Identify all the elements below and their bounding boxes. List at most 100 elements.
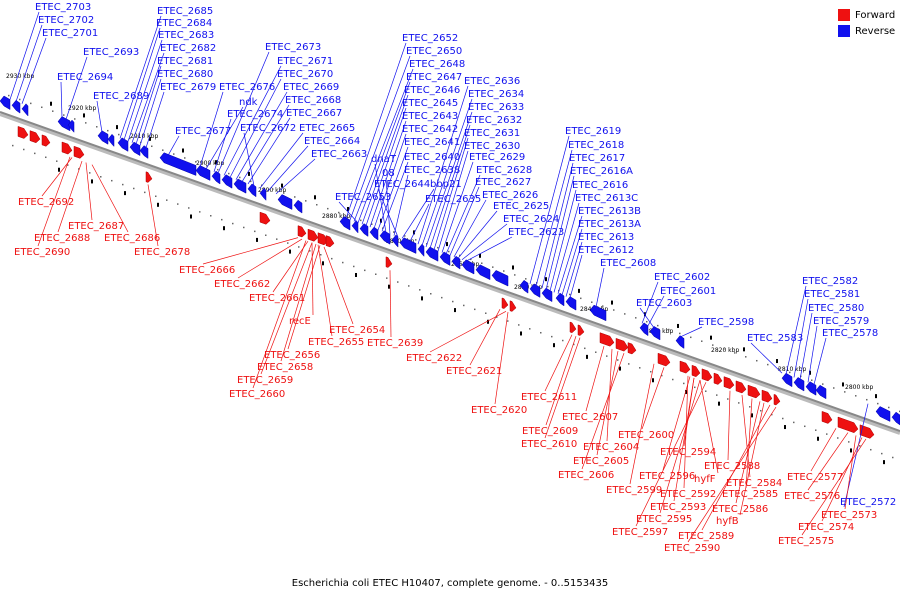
reverse-leader-line — [561, 228, 583, 296]
major-tick — [322, 261, 324, 266]
minor-tick — [701, 340, 703, 342]
minor-tick — [177, 203, 179, 205]
forward-leader-line — [545, 336, 577, 426]
forward-gene-label: ETEC_2586 — [712, 504, 768, 515]
forward-gene-label: ETEC_2654 — [329, 325, 385, 336]
reverse-gene-label: ETEC_2693 — [83, 47, 139, 58]
minor-tick — [419, 289, 421, 291]
minor-tick — [679, 332, 681, 335]
minor-tick — [30, 102, 32, 105]
minor-tick — [133, 187, 135, 190]
minor-tick — [74, 118, 76, 120]
minor-tick — [595, 351, 597, 353]
forward-gene-arrow — [385, 256, 393, 268]
minor-tick — [144, 191, 146, 194]
forward-leader-line — [37, 156, 71, 247]
minor-tick — [749, 406, 751, 408]
minor-tick — [305, 200, 307, 202]
forward-gene-label: ETEC_2575 — [778, 536, 834, 547]
minor-tick — [349, 215, 351, 218]
reverse-gene-label: ETEC_2635 — [425, 194, 481, 205]
forward-gene-arrow — [713, 372, 723, 385]
forward-gene-label: ETEC_2594 — [660, 447, 716, 458]
reverse-gene-arrow — [639, 322, 649, 337]
ruler-label: 2800 kbp — [845, 384, 873, 391]
reverse-gene-label: ETEC_2674 — [227, 109, 283, 120]
forward-gene-arrow — [259, 211, 271, 225]
forward-gene-label: ETEC_2595 — [636, 514, 692, 525]
backbone-shadow — [0, 112, 900, 435]
major-tick — [784, 425, 786, 430]
reverse-leader-line — [369, 120, 407, 228]
forward-gene-label: ETEC_2639 — [367, 338, 423, 349]
reverse-gene-label: ETEC_2642 — [402, 124, 458, 135]
minor-tick — [811, 379, 813, 381]
forward-gene-label: ETEC_2589 — [678, 531, 734, 542]
minor-tick — [338, 211, 340, 214]
forward-gene-label: ETEC_2588 — [704, 461, 760, 472]
reverse-leader-line — [421, 98, 473, 246]
forward-gene-label: ETEC_2662 — [214, 279, 270, 290]
reverse-gene-label: ETEC_2667 — [286, 108, 342, 119]
minor-tick — [430, 292, 432, 295]
reverse-gene-arrow — [259, 187, 267, 201]
forward-swatch — [838, 9, 850, 21]
minor-tick — [56, 160, 58, 162]
forward-leader-line — [844, 435, 857, 510]
minor-tick — [540, 331, 542, 334]
label-leaders — [9, 11, 869, 543]
reverse-gene-arrow — [117, 137, 129, 152]
minor-tick — [287, 242, 289, 244]
forward-gene-arrow — [735, 380, 747, 394]
minor-tick — [529, 328, 531, 330]
reverse-gene-label: ETEC_2647 — [406, 72, 462, 83]
forward-leader-line — [810, 428, 837, 472]
minor-tick — [463, 304, 465, 307]
forward-gene-arrow — [577, 324, 585, 336]
forward-leader-line — [596, 350, 619, 456]
forward-gene-arrow — [627, 342, 637, 355]
minor-tick — [52, 110, 54, 112]
reverse-gene-arrow — [451, 255, 461, 270]
reverse-gene-label: ETEC_2648 — [409, 59, 465, 70]
forward-gene-label: ETEC_2596 — [639, 471, 695, 482]
forward-gene-label: ETEC_2666 — [179, 265, 235, 276]
forward-gene-label: ETEC_2655 — [308, 337, 364, 348]
forward-gene-label: ETEC_2686 — [104, 233, 160, 244]
major-tick — [157, 202, 159, 207]
reverse-leader-line — [813, 337, 827, 385]
reverse-gene-label: ETEC_2665 — [299, 123, 355, 134]
reverse-gene-arrow — [891, 411, 900, 426]
reverse-gene-label: ETEC_2638 — [404, 165, 460, 176]
reverse-gene-label: ETEC_2598 — [698, 317, 754, 328]
reverse-leader-line — [541, 162, 574, 289]
minor-tick — [551, 335, 553, 338]
reverse-gene-label: ETEC_2679 — [160, 82, 216, 93]
reverse-gene-arrow — [875, 406, 891, 422]
major-tick — [619, 366, 621, 371]
reverse-leader-line — [365, 107, 407, 226]
reverse-gene-label: ETEC_2630 — [464, 141, 520, 152]
reverse-leader-line — [267, 145, 309, 192]
reverse-gene-label: ETEC_2684 — [156, 18, 212, 29]
minor-tick — [712, 344, 714, 346]
reverse-gene-label: ETEC_2578 — [822, 328, 878, 339]
forward-gene-arrow — [501, 297, 509, 309]
reverse-leader-line — [345, 42, 407, 219]
minor-tick — [221, 218, 223, 221]
forward-gene-arrow — [307, 228, 319, 242]
forward-gene-label: ETEC_2660 — [229, 389, 285, 400]
reverse-gene-arrow — [793, 377, 805, 392]
reverse-gene-label: ETEC_2653 — [335, 192, 391, 203]
reverse-leader-line — [377, 188, 399, 238]
reverse-gene-arrow — [541, 287, 553, 303]
reverse-gene-arrow — [339, 216, 351, 231]
reverse-gene-arrow — [21, 103, 29, 117]
minor-tick — [195, 161, 197, 163]
reverse-leader-line — [357, 81, 411, 224]
minor-tick — [514, 274, 516, 276]
minor-tick — [320, 254, 322, 256]
reverse-gene-arrow — [247, 183, 257, 198]
reverse-gene-label: bbp21 — [430, 179, 462, 190]
reverse-leader-line — [437, 150, 469, 252]
